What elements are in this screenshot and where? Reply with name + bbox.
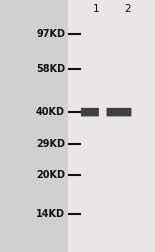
Text: 14KD: 14KD xyxy=(36,209,65,219)
Text: 1: 1 xyxy=(93,4,99,14)
Text: 58KD: 58KD xyxy=(36,64,65,74)
Bar xyxy=(68,0,155,252)
Text: 40KD: 40KD xyxy=(36,107,65,117)
FancyBboxPatch shape xyxy=(81,108,99,116)
Text: 20KD: 20KD xyxy=(36,170,65,180)
Text: 29KD: 29KD xyxy=(36,139,65,149)
Bar xyxy=(0,0,68,252)
FancyBboxPatch shape xyxy=(106,108,131,116)
Text: 2: 2 xyxy=(124,4,130,14)
Text: 97KD: 97KD xyxy=(36,29,65,39)
